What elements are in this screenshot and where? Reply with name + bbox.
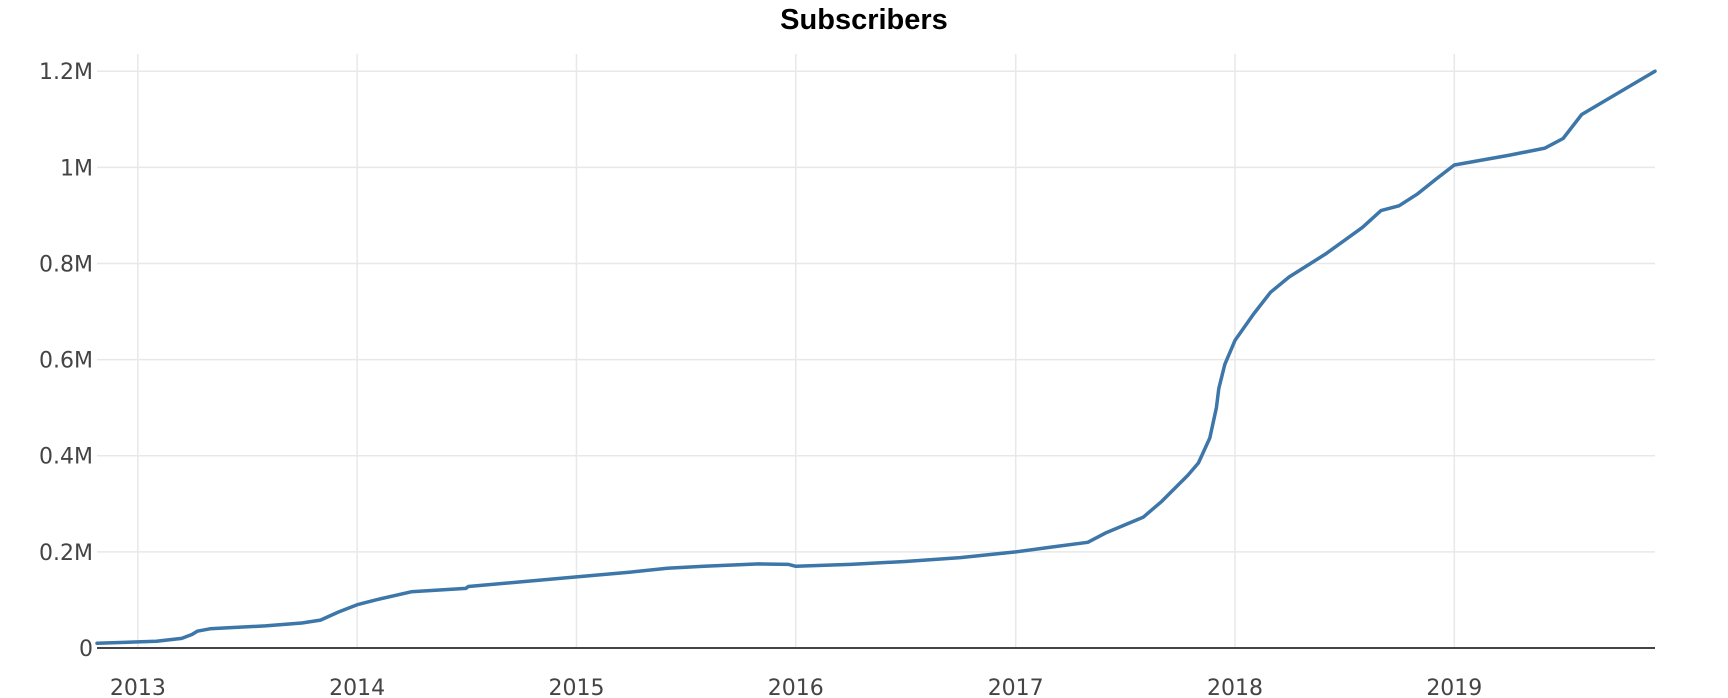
x-tick-label: 2018 — [1207, 676, 1263, 698]
x-tick-label: 2017 — [988, 676, 1044, 698]
y-tick-label: 1M — [60, 156, 93, 181]
x-tick-label: 2015 — [548, 676, 604, 698]
y-tick-label: 0.2M — [39, 541, 93, 566]
chart-title: Subscribers — [780, 4, 948, 36]
y-tick-label: 0 — [79, 637, 93, 662]
y-tick-label: 0.4M — [39, 445, 93, 470]
y-tick-label: 0.6M — [39, 349, 93, 374]
x-tick-label: 2013 — [110, 676, 166, 698]
y-tick-label: 0.8M — [39, 252, 93, 277]
x-tick-label: 2014 — [329, 676, 385, 698]
x-tick-label: 2016 — [768, 676, 824, 698]
series-line — [95, 69, 1657, 645]
y-tick-label: 1.2M — [39, 60, 93, 85]
x-tick-label: 2019 — [1426, 676, 1482, 698]
